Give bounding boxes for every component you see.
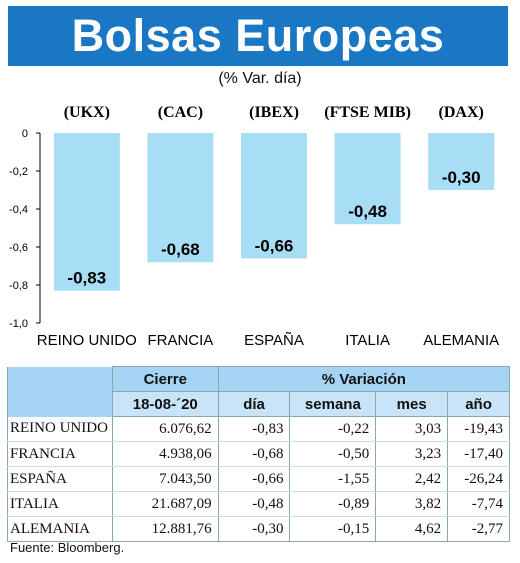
page-title: Bolsas Europeas <box>71 10 445 61</box>
y-tick-label: -0,4 <box>9 204 28 216</box>
header-semana: semana <box>289 391 377 417</box>
index-code-label: (FTSE MIB) <box>324 104 411 121</box>
row-country: ITALIA <box>7 491 113 517</box>
row-dia: -0,30 <box>217 516 291 542</box>
row-mes: 4,62 <box>375 516 449 542</box>
bar <box>241 133 307 259</box>
title-banner: Bolsas Europeas <box>8 6 508 66</box>
y-tick-label: -0,6 <box>9 242 28 254</box>
bar <box>334 133 401 225</box>
index-code-label: (DAX) <box>439 104 484 121</box>
row-semana: -0,50 <box>289 441 377 467</box>
row-country: REINO UNIDO <box>7 416 113 442</box>
table-row: ITALIA 21.687,09 -0,48 -0,89 3,82 -7,74 <box>7 491 510 517</box>
page-subtitle: (% Var. día) <box>218 70 302 87</box>
variation-table: Cierre % Variación 18-08-´20 día semana … <box>7 366 511 542</box>
table-row: ALEMANIA 12.881,76 -0,30 -0,15 4,62 -2,7… <box>7 516 510 542</box>
row-cierre: 7.043,50 <box>111 466 219 492</box>
row-semana: -0,89 <box>289 491 377 517</box>
row-anio: -26,24 <box>447 466 510 492</box>
row-anio: -17,40 <box>447 441 510 467</box>
row-dia: -0,66 <box>217 466 291 492</box>
header-mes: mes <box>375 391 449 417</box>
header-dia: día <box>217 391 291 417</box>
data-label: -0,48 <box>348 202 387 221</box>
header-variacion: % Variación <box>217 366 511 392</box>
table-row: REINO UNIDO 6.076,62 -0,83 -0,22 3,03 -1… <box>7 416 510 442</box>
y-tick-label: -1,0 <box>9 318 28 330</box>
data-label: -0,30 <box>442 168 481 187</box>
table-row: FRANCIA 4.938,06 -0,68 -0,50 3,23 -17,40 <box>7 441 510 467</box>
header-cierre: Cierre <box>111 366 219 392</box>
table-row: ESPAÑA 7.043,50 -0,66 -1,55 2,42 -26,24 <box>7 466 510 492</box>
row-country: ALEMANIA <box>7 516 113 542</box>
header-date: 18-08-´20 <box>111 391 219 417</box>
row-anio: -2,77 <box>447 516 510 542</box>
category-label: ESPAÑA <box>244 332 304 349</box>
row-cierre: 21.687,09 <box>111 491 219 517</box>
bar <box>428 133 495 190</box>
row-mes: 3,82 <box>375 491 449 517</box>
row-country: ESPAÑA <box>7 466 113 492</box>
row-dia: -0,83 <box>217 416 291 442</box>
row-dia: -0,68 <box>217 441 291 467</box>
bar <box>147 133 214 263</box>
y-tick-label: -0,8 <box>9 280 28 292</box>
row-mes: 3,03 <box>375 416 449 442</box>
y-tick-label: 0 <box>22 128 28 140</box>
category-label: REINO UNIDO <box>37 332 137 349</box>
category-label: FRANCIA <box>147 332 213 349</box>
row-country: FRANCIA <box>7 441 113 467</box>
row-anio: -19,43 <box>447 416 510 442</box>
index-code-label: (CAC) <box>158 104 203 121</box>
row-dia: -0,48 <box>217 491 291 517</box>
index-code-label: (UKX) <box>64 104 110 121</box>
row-cierre: 4.938,06 <box>111 441 219 467</box>
row-mes: 3,23 <box>375 441 449 467</box>
row-cierre: 12.881,76 <box>111 516 219 542</box>
bar <box>53 133 120 291</box>
bar-chart: 0 -0,2 -0,4 -0,6 -0,8 -1,0 -0,83 (UKX) REINO UNI… <box>9 104 499 349</box>
data-label: -0,83 <box>67 269 106 288</box>
row-semana: -1,55 <box>289 466 377 492</box>
source-note: Fuente: Bloomberg. <box>10 540 125 555</box>
header-blank-2 <box>7 391 113 417</box>
data-label: -0,66 <box>255 236 294 255</box>
row-mes: 2,42 <box>375 466 449 492</box>
row-anio: -7,74 <box>447 491 510 517</box>
header-blank <box>7 366 113 392</box>
category-label: ALEMANIA <box>423 332 499 349</box>
row-semana: -0,15 <box>289 516 377 542</box>
y-tick-label: -0,2 <box>9 166 28 178</box>
category-label: ITALIA <box>345 332 390 349</box>
index-code-label: (IBEX) <box>249 104 299 121</box>
header-anio: año <box>447 391 510 417</box>
row-cierre: 6.076,62 <box>111 416 219 442</box>
data-label: -0,68 <box>161 240 200 259</box>
row-semana: -0,22 <box>289 416 377 442</box>
